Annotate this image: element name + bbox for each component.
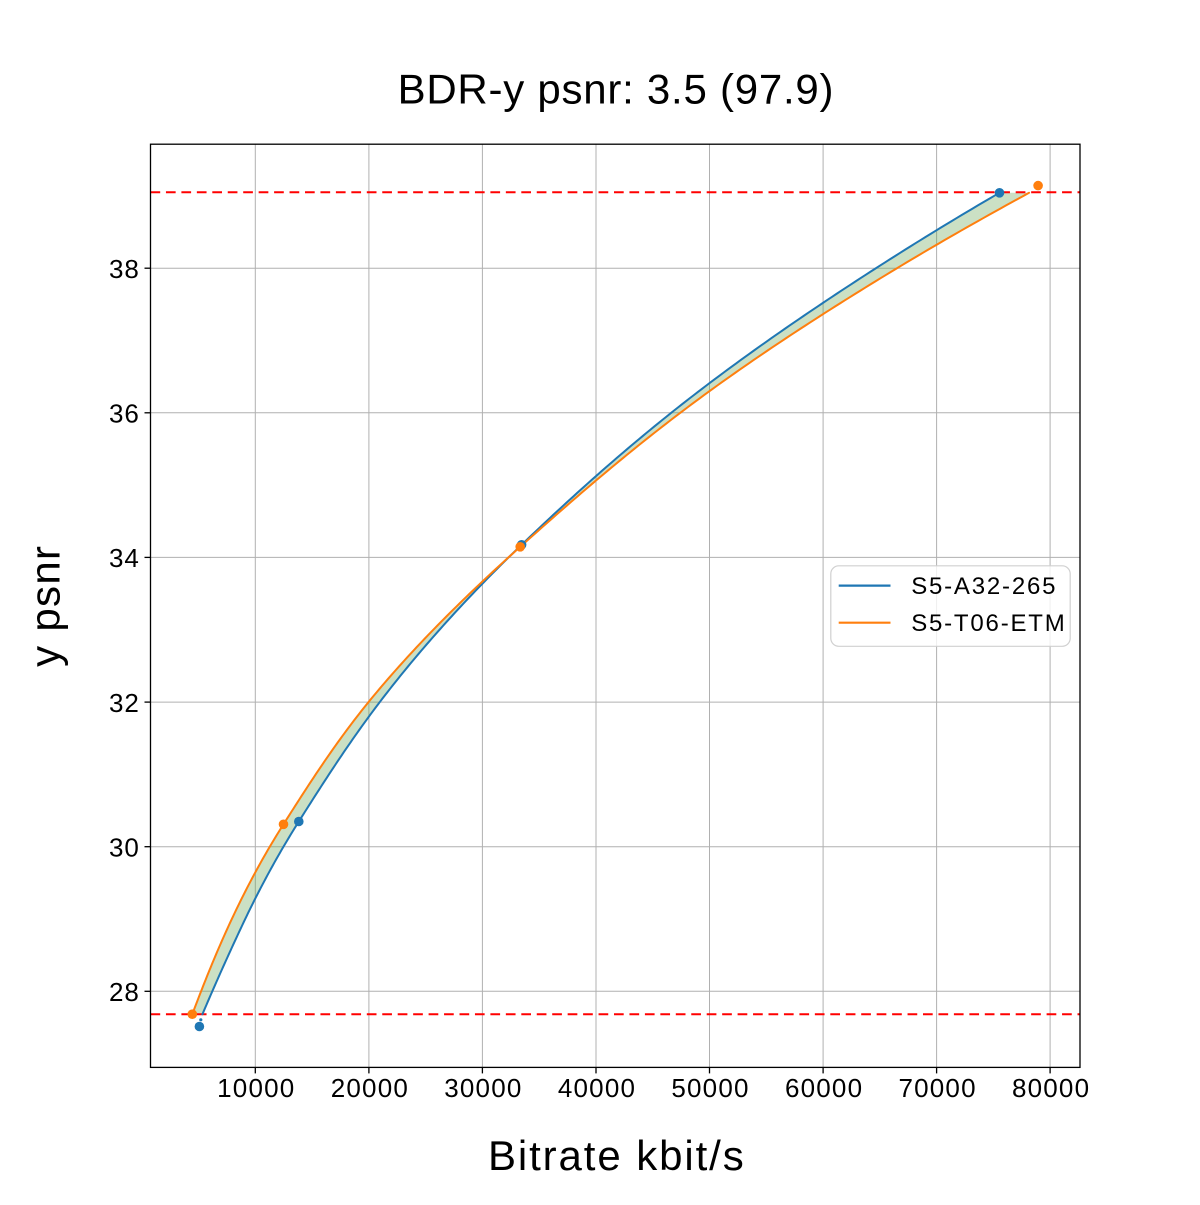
svg-text:38: 38 — [109, 254, 140, 284]
svg-text:20000: 20000 — [331, 1073, 409, 1103]
svg-text:y psnr: y psnr — [21, 545, 68, 667]
svg-text:S5-A32-265: S5-A32-265 — [911, 573, 1057, 600]
svg-text:Bitrate kbit/s: Bitrate kbit/s — [488, 1132, 746, 1179]
svg-text:70000: 70000 — [898, 1073, 976, 1103]
svg-text:S5-T06-ETM: S5-T06-ETM — [911, 610, 1066, 637]
svg-text:50000: 50000 — [671, 1073, 749, 1103]
svg-text:36: 36 — [109, 399, 140, 429]
svg-text:32: 32 — [109, 688, 140, 718]
svg-text:34: 34 — [109, 543, 140, 573]
svg-text:30: 30 — [109, 832, 140, 862]
svg-text:BDR-y psnr: 3.5 (97.9): BDR-y psnr: 3.5 (97.9) — [398, 65, 835, 112]
svg-text:28: 28 — [109, 977, 140, 1007]
svg-text:40000: 40000 — [558, 1073, 636, 1103]
svg-text:10000: 10000 — [217, 1073, 295, 1103]
svg-text:60000: 60000 — [785, 1073, 863, 1103]
svg-text:80000: 80000 — [1012, 1073, 1090, 1103]
svg-text:30000: 30000 — [444, 1073, 522, 1103]
